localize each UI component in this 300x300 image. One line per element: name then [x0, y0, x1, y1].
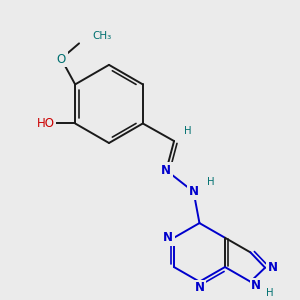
Text: HO: HO [37, 117, 55, 130]
Text: N: N [251, 279, 261, 292]
Text: N: N [163, 231, 173, 244]
Text: H: H [184, 126, 191, 136]
Text: H: H [207, 177, 215, 187]
Text: N: N [194, 281, 205, 294]
Text: N: N [189, 185, 199, 198]
Text: N: N [268, 261, 278, 274]
Text: H: H [266, 288, 274, 298]
Text: O: O [57, 52, 66, 65]
Text: N: N [161, 164, 171, 177]
Text: CH₃: CH₃ [93, 31, 112, 40]
